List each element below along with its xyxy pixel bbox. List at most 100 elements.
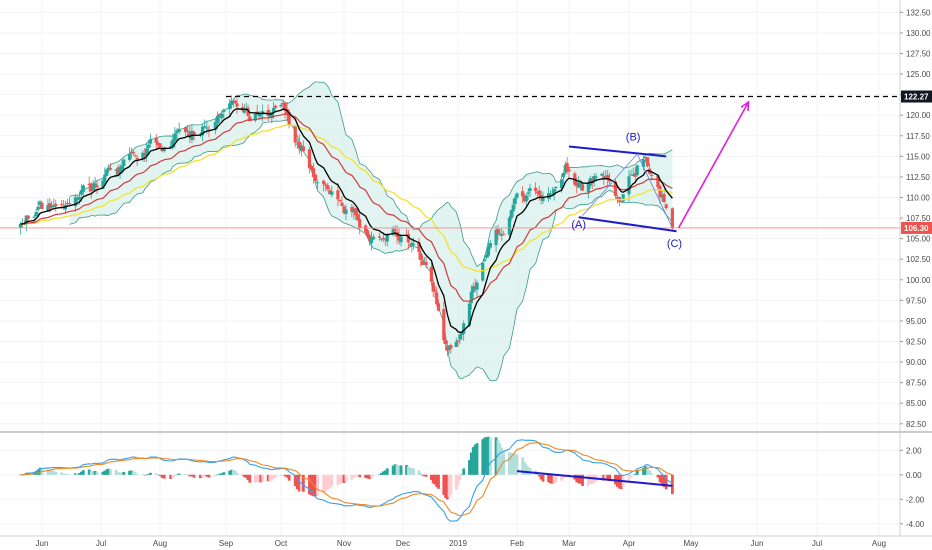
candle[interactable] (231, 101, 235, 103)
candle[interactable] (242, 110, 246, 113)
candle[interactable] (670, 208, 674, 228)
candle[interactable] (156, 142, 160, 146)
candle[interactable] (635, 165, 639, 175)
candle[interactable] (173, 133, 177, 142)
candle[interactable] (270, 112, 274, 119)
candle[interactable] (354, 208, 358, 216)
candle[interactable] (328, 190, 332, 195)
candle[interactable] (515, 193, 519, 198)
candle[interactable] (559, 179, 564, 189)
candle[interactable] (118, 167, 122, 173)
candle[interactable] (233, 100, 237, 104)
candle[interactable] (419, 253, 423, 261)
candle[interactable] (535, 191, 540, 194)
candle[interactable] (297, 141, 301, 149)
candle[interactable] (621, 194, 625, 202)
candle[interactable] (481, 262, 485, 281)
candle[interactable] (283, 102, 287, 111)
candle[interactable] (646, 157, 650, 167)
candle[interactable] (160, 149, 164, 152)
candle[interactable] (183, 127, 188, 133)
candle[interactable] (528, 187, 532, 192)
candle[interactable] (81, 185, 85, 192)
candle[interactable] (338, 199, 342, 202)
candle[interactable] (46, 204, 50, 211)
candle[interactable] (198, 133, 203, 135)
candle[interactable] (575, 183, 579, 186)
candle[interactable] (145, 148, 149, 156)
macd-panel[interactable] (0, 431, 932, 525)
candle[interactable] (502, 233, 506, 235)
candle[interactable] (32, 216, 36, 218)
candle[interactable] (442, 309, 446, 341)
candle[interactable] (158, 143, 162, 148)
candle[interactable] (105, 169, 109, 176)
candle[interactable] (169, 146, 173, 148)
candle[interactable] (456, 340, 460, 342)
candle[interactable] (313, 174, 318, 181)
candle[interactable] (293, 125, 297, 143)
candle[interactable] (526, 192, 530, 194)
candle[interactable] (592, 176, 596, 182)
candle[interactable] (522, 195, 527, 202)
candle[interactable] (40, 202, 44, 209)
candle[interactable] (101, 180, 105, 189)
candle[interactable] (366, 230, 370, 237)
candle[interactable] (662, 194, 666, 203)
candle[interactable] (383, 239, 387, 241)
candle[interactable] (103, 174, 107, 183)
candle[interactable] (608, 179, 612, 182)
candle[interactable] (279, 104, 283, 107)
candle[interactable] (454, 341, 458, 347)
candle[interactable] (108, 167, 113, 170)
candle[interactable] (586, 183, 590, 193)
candle[interactable] (379, 238, 383, 240)
candle[interactable] (436, 303, 441, 311)
candle[interactable] (643, 156, 648, 158)
candle[interactable] (473, 286, 477, 288)
drawings[interactable] (568, 100, 750, 233)
candle[interactable] (315, 182, 320, 184)
candle[interactable] (281, 102, 285, 105)
candle[interactable] (93, 183, 97, 188)
candle[interactable] (484, 254, 489, 258)
candle[interactable] (664, 204, 668, 209)
candle[interactable] (336, 190, 340, 200)
candle[interactable] (594, 176, 598, 178)
candle[interactable] (75, 198, 79, 201)
candle[interactable] (615, 197, 619, 200)
candle[interactable] (18, 224, 22, 228)
candle[interactable] (420, 260, 425, 265)
candle[interactable] (422, 263, 426, 265)
candle[interactable] (133, 155, 137, 157)
candle[interactable] (486, 246, 491, 256)
candle[interactable] (131, 151, 135, 154)
candle[interactable] (417, 242, 421, 253)
candle[interactable] (162, 147, 166, 152)
candle[interactable] (259, 115, 263, 117)
candle[interactable] (393, 229, 397, 231)
candle[interactable] (87, 183, 91, 185)
candle[interactable] (381, 237, 385, 239)
candle[interactable] (656, 175, 660, 188)
candle[interactable] (364, 225, 368, 233)
candle[interactable] (520, 191, 525, 197)
candle[interactable] (79, 190, 83, 195)
candle[interactable] (469, 291, 473, 304)
candle[interactable] (200, 126, 205, 136)
candle[interactable] (580, 184, 585, 191)
candle[interactable] (658, 185, 662, 198)
candle[interactable] (215, 115, 220, 124)
candle[interactable] (554, 186, 558, 188)
candle[interactable] (498, 233, 502, 235)
candle[interactable] (257, 113, 261, 117)
candle[interactable] (272, 107, 276, 113)
candle[interactable] (513, 197, 517, 205)
candle[interactable] (129, 152, 134, 154)
candle[interactable] (48, 203, 52, 209)
candle[interactable] (107, 167, 111, 171)
candle[interactable] (322, 180, 326, 185)
candle[interactable] (443, 340, 448, 345)
candle[interactable] (412, 243, 416, 246)
candle[interactable] (148, 139, 153, 144)
